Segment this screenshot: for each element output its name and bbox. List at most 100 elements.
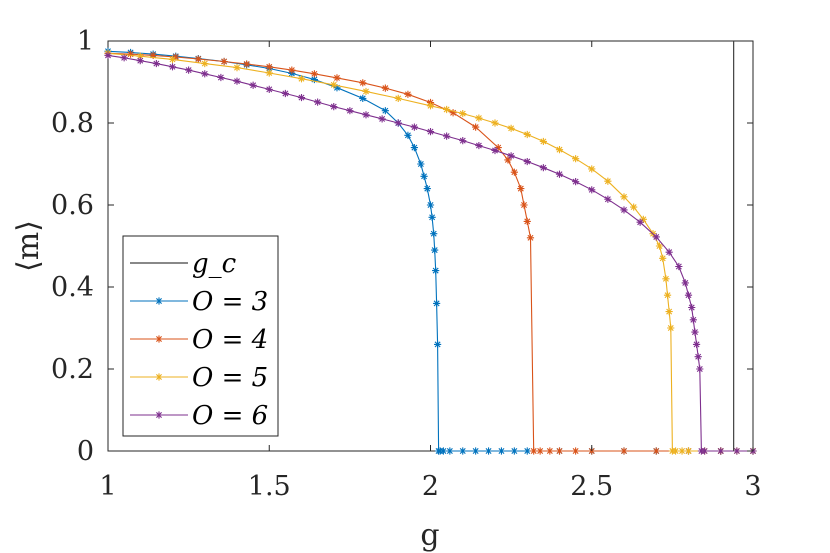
data-point bbox=[588, 165, 596, 173]
data-point bbox=[652, 233, 660, 241]
data-point bbox=[410, 144, 418, 152]
data-point bbox=[120, 54, 128, 62]
data-point bbox=[346, 107, 354, 115]
data-point bbox=[688, 303, 696, 312]
data-point bbox=[310, 70, 318, 78]
data-point bbox=[717, 447, 725, 455]
data-point bbox=[523, 447, 531, 455]
data-point bbox=[431, 246, 439, 254]
series-5 bbox=[104, 49, 757, 455]
legend-label: g_c bbox=[192, 249, 237, 279]
data-point bbox=[459, 137, 467, 145]
x-tick-label: 3 bbox=[744, 471, 761, 502]
data-point bbox=[426, 102, 435, 110]
data-point bbox=[432, 267, 440, 275]
data-point bbox=[701, 447, 709, 455]
data-point bbox=[497, 447, 506, 455]
data-point bbox=[639, 215, 647, 223]
data-point bbox=[472, 123, 480, 131]
data-point bbox=[494, 144, 502, 152]
x-tick-label: 1 bbox=[99, 471, 116, 502]
data-point bbox=[333, 74, 341, 82]
data-point bbox=[333, 84, 341, 92]
data-point bbox=[449, 109, 457, 117]
y-axis-label: ⟨m⟩ bbox=[11, 220, 46, 272]
data-point bbox=[249, 81, 257, 89]
y-tick-label: 1 bbox=[77, 26, 94, 57]
data-point bbox=[675, 262, 683, 271]
y-tick-label: 0.8 bbox=[51, 108, 94, 139]
legend-item: O = 5 bbox=[130, 363, 268, 393]
y-tick-label: 0 bbox=[77, 436, 94, 467]
data-point bbox=[378, 115, 386, 123]
x-axis-ticks: 1 1.5 2 2.5 3 bbox=[99, 41, 762, 502]
data-point bbox=[362, 111, 370, 119]
data-point bbox=[433, 299, 441, 307]
data-point bbox=[517, 185, 525, 193]
data-point bbox=[696, 365, 704, 373]
data-point bbox=[475, 141, 483, 150]
legend-marker bbox=[155, 373, 163, 381]
data-point bbox=[659, 254, 667, 262]
data-point bbox=[636, 218, 644, 226]
data-point bbox=[555, 146, 564, 154]
data-point bbox=[359, 94, 367, 102]
data-point bbox=[681, 279, 689, 287]
data-point bbox=[136, 52, 144, 60]
data-point bbox=[620, 206, 628, 214]
data-point bbox=[430, 230, 438, 238]
data-point bbox=[472, 447, 480, 455]
legend-label: O = 4 bbox=[192, 325, 268, 355]
data-point bbox=[330, 103, 338, 111]
y-tick-label: 0.6 bbox=[51, 190, 94, 221]
data-point bbox=[672, 447, 680, 455]
data-point bbox=[539, 137, 547, 146]
data-point bbox=[504, 156, 512, 164]
data-point bbox=[404, 90, 412, 98]
data-point bbox=[692, 340, 701, 348]
data-point bbox=[588, 186, 596, 194]
data-point bbox=[410, 123, 418, 131]
data-point bbox=[555, 170, 564, 178]
legend-box bbox=[122, 235, 279, 437]
data-point bbox=[630, 203, 638, 211]
legend-label: O = 3 bbox=[192, 287, 268, 317]
data-point bbox=[265, 85, 273, 93]
data-point bbox=[539, 164, 547, 172]
x-tick-label: 2.5 bbox=[570, 471, 613, 502]
data-point bbox=[201, 70, 209, 78]
data-point bbox=[604, 195, 612, 203]
legend-item: g_c bbox=[130, 249, 237, 279]
legend-marker bbox=[155, 297, 163, 305]
data-point bbox=[510, 168, 518, 176]
data-point bbox=[417, 160, 425, 168]
data-point bbox=[428, 213, 436, 221]
data-point bbox=[446, 447, 454, 455]
data-point bbox=[330, 81, 338, 89]
data-point bbox=[104, 51, 112, 59]
data-point bbox=[733, 447, 741, 455]
data-point bbox=[381, 84, 389, 92]
data-point bbox=[381, 107, 389, 115]
data-point bbox=[507, 124, 515, 132]
y-axis-ticks: 0 0.2 0.4 0.6 0.8 1 bbox=[51, 26, 753, 467]
data-point bbox=[217, 73, 225, 82]
legend-item: O = 3 bbox=[130, 287, 268, 317]
legend-marker bbox=[155, 411, 163, 419]
data-point bbox=[655, 242, 664, 250]
data-point bbox=[233, 64, 241, 72]
data-point bbox=[546, 447, 554, 455]
data-point bbox=[520, 201, 528, 209]
data-point bbox=[507, 152, 515, 160]
legend-label: O = 6 bbox=[192, 401, 268, 431]
data-point bbox=[523, 130, 531, 139]
data-point bbox=[665, 308, 673, 316]
data-point bbox=[620, 447, 628, 455]
data-point bbox=[667, 324, 675, 332]
data-point bbox=[359, 79, 367, 87]
data-point bbox=[484, 447, 493, 455]
data-point bbox=[620, 193, 628, 201]
data-point bbox=[663, 291, 672, 299]
x-tick-label: 1.5 bbox=[248, 471, 291, 502]
data-point bbox=[394, 119, 402, 127]
